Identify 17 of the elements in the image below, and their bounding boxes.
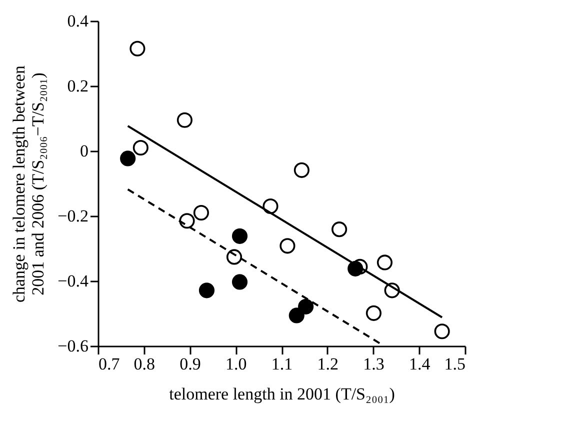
y-tick-label: −0.2 bbox=[58, 206, 88, 226]
y-axis-title: change in telomere length between 2001 and 2006 (T/S₂₀₀₆−T/S₂₀₀₁) bbox=[10, 65, 48, 302]
x-tick-label: 1.0 bbox=[226, 354, 247, 374]
x-tick-label: 1.1 bbox=[271, 354, 293, 374]
x-tick-label: 1.3 bbox=[363, 354, 384, 374]
x-tick-label: 1.2 bbox=[317, 354, 338, 374]
x-tick-label: 1.4 bbox=[409, 354, 431, 374]
y-tick-label: −0.6 bbox=[58, 336, 88, 356]
y-tick-label: 0 bbox=[80, 142, 88, 160]
y-tick-label: 0.4 bbox=[67, 12, 89, 30]
x-axis-title: telomere length in 2001 (T/S₂₀₀₁) bbox=[169, 384, 395, 404]
y-tick-label: −0.4 bbox=[58, 272, 89, 290]
y-tick-label: 0.2 bbox=[67, 76, 88, 96]
x-tick-label: 0.7 bbox=[98, 354, 120, 374]
x-tick-label: 1.5 bbox=[444, 354, 466, 374]
x-tick-label: 0.9 bbox=[180, 354, 201, 374]
x-tick-label: 0.8 bbox=[134, 354, 155, 374]
